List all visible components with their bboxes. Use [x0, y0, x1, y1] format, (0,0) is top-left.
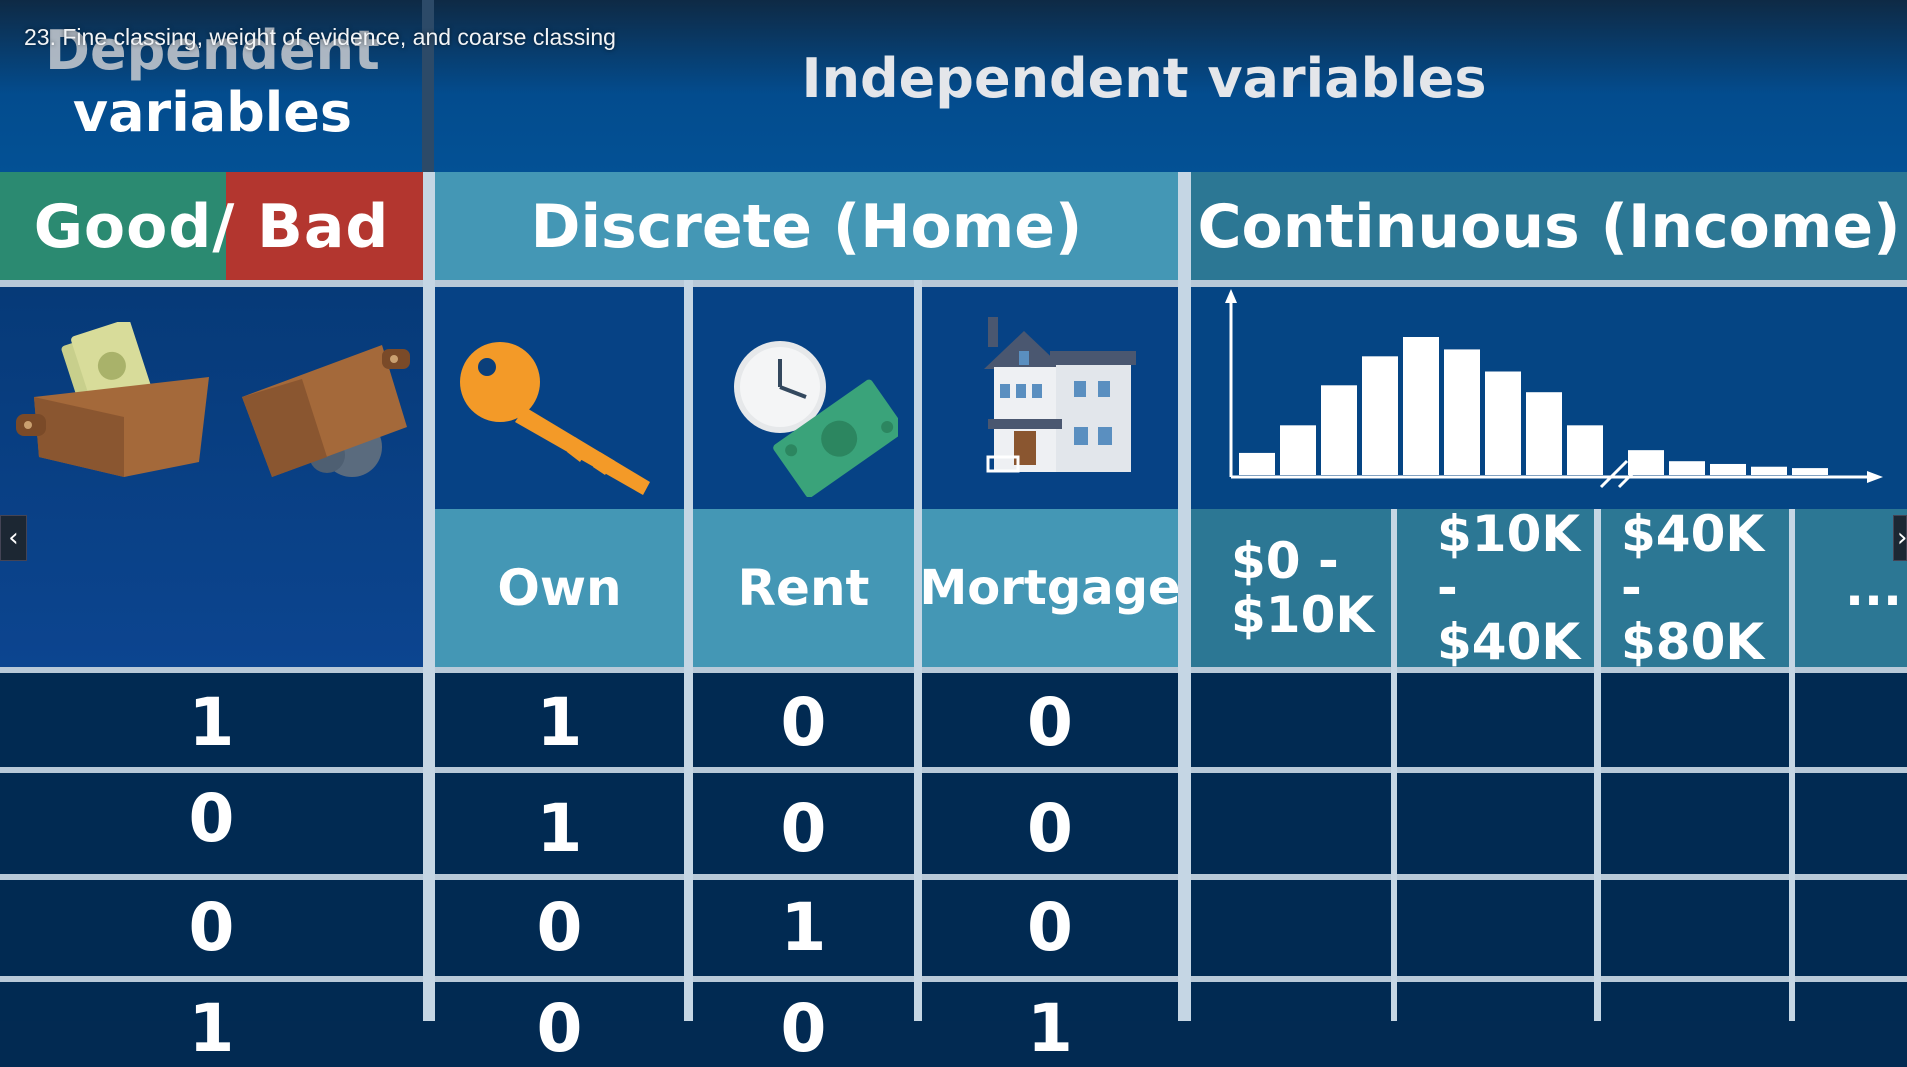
- histogram-bar: [1362, 356, 1398, 475]
- discrete-home-header: Discrete (Home): [435, 172, 1178, 281]
- house-icon: [984, 317, 1136, 473]
- row-3-own: 0: [536, 889, 583, 966]
- continuous-income-header: Continuous (Income): [1191, 172, 1907, 281]
- income-bin-0-line1: $0 -: [1231, 532, 1339, 590]
- grid-hline-5: [0, 976, 1907, 982]
- grid-hline-2: [0, 667, 1907, 673]
- grid-vline-rent-mortgage: [914, 280, 922, 1021]
- grid-vline-own-rent: [684, 280, 693, 1021]
- header-divider: [422, 0, 434, 172]
- good-cell: [0, 172, 226, 281]
- data-rows-area: [0, 673, 1907, 1021]
- income-bin-1-line2: $40K: [1437, 613, 1581, 671]
- wallet-empty-icon: [242, 345, 410, 477]
- income-histogram-area: [1191, 287, 1907, 509]
- row-4-mortgage: 1: [1027, 990, 1073, 1067]
- next-slide-button[interactable]: ›: [1893, 515, 1907, 561]
- own-image-cell: [435, 287, 684, 509]
- row-3-rent: 1: [780, 889, 827, 966]
- income-bin-2-line2: $80K: [1621, 613, 1765, 671]
- histogram-bar: [1280, 425, 1316, 475]
- income-bin-40k-80k: $40K - $80K: [1601, 505, 1789, 671]
- histogram-bar: [1485, 371, 1521, 475]
- row-1-rent: 0: [780, 684, 827, 761]
- histogram-bar: [1751, 466, 1787, 475]
- income-bin-2-line1: $40K -: [1621, 505, 1765, 617]
- row-1-mortgage: 0: [1027, 684, 1073, 761]
- row-3-good-bad: 0: [188, 889, 235, 966]
- home-label-rent: Rent: [693, 509, 914, 667]
- histogram-bar: [1792, 468, 1828, 475]
- video-caption: 23. Fine classing, weight of evidence, a…: [24, 24, 616, 50]
- income-bin-ellipsis: ...: [1845, 559, 1902, 617]
- row-2-own: 1: [536, 790, 583, 867]
- income-bin-0-10k: $0 - $10K: [1191, 509, 1391, 667]
- grid-vline-inc-1: [1391, 509, 1397, 1021]
- histogram-bar: [1669, 461, 1705, 475]
- income-bin-more: ...: [1795, 509, 1907, 667]
- bad-cell: [226, 172, 423, 281]
- row-4-own: 0: [536, 990, 583, 1067]
- histogram-bar: [1628, 450, 1664, 475]
- income-bin-0-line2: $10K: [1231, 586, 1375, 644]
- grid-hline-4: [0, 874, 1907, 880]
- clock-cash-icon: [734, 341, 898, 497]
- grid-vline-inc-3: [1789, 509, 1795, 1021]
- grid-hline-1: [0, 280, 1907, 287]
- wallet-full-icon: [16, 322, 209, 477]
- good-bad-image-area: [0, 287, 423, 667]
- histogram-bar: [1321, 385, 1357, 475]
- histogram-bar: [1239, 452, 1275, 475]
- header-band: [0, 0, 1907, 172]
- row-2-good-bad: 0: [188, 780, 235, 857]
- prev-slide-button[interactable]: ‹: [0, 515, 27, 561]
- grid-vline-main-right: [1178, 172, 1191, 1021]
- row-3-mortgage: 0: [1027, 889, 1073, 966]
- income-bin-1-line1: $10K -: [1437, 505, 1581, 617]
- good-bad-label: Good/ Bad: [33, 191, 390, 262]
- dependent-title-line2: variables: [72, 81, 353, 144]
- row-1-good-bad: 1: [188, 684, 235, 761]
- grid-hline-3: [0, 767, 1907, 773]
- grid-vline-main-left: [423, 172, 435, 1021]
- row-1-own: 1: [536, 684, 583, 761]
- histogram-icon: [1225, 289, 1883, 489]
- histogram-bar: [1444, 349, 1480, 475]
- dependent-variables-title: Dependent variables: [10, 24, 415, 140]
- rent-image-cell: [693, 287, 914, 509]
- independent-variables-title: Independent variables: [801, 47, 1487, 110]
- row-4-good-bad: 1: [188, 990, 235, 1067]
- row-2-mortgage: 0: [1027, 790, 1073, 867]
- dependent-title-line1: Dependent: [45, 19, 380, 82]
- income-bin-10k-40k: $10K - $40K: [1397, 505, 1594, 671]
- mortgage-image-cell: [922, 287, 1178, 509]
- home-label-own: Own: [435, 509, 684, 667]
- grid-vline-inc-2: [1594, 509, 1601, 1021]
- histogram-bar: [1567, 425, 1603, 475]
- key-icon: [460, 342, 650, 495]
- row-2-rent: 0: [780, 790, 827, 867]
- histogram-bar: [1403, 337, 1439, 475]
- home-label-mortgage: Mortgage: [919, 509, 1181, 667]
- row-4-rent: 0: [780, 990, 827, 1067]
- histogram-bar: [1526, 392, 1562, 475]
- histogram-bar: [1710, 463, 1746, 475]
